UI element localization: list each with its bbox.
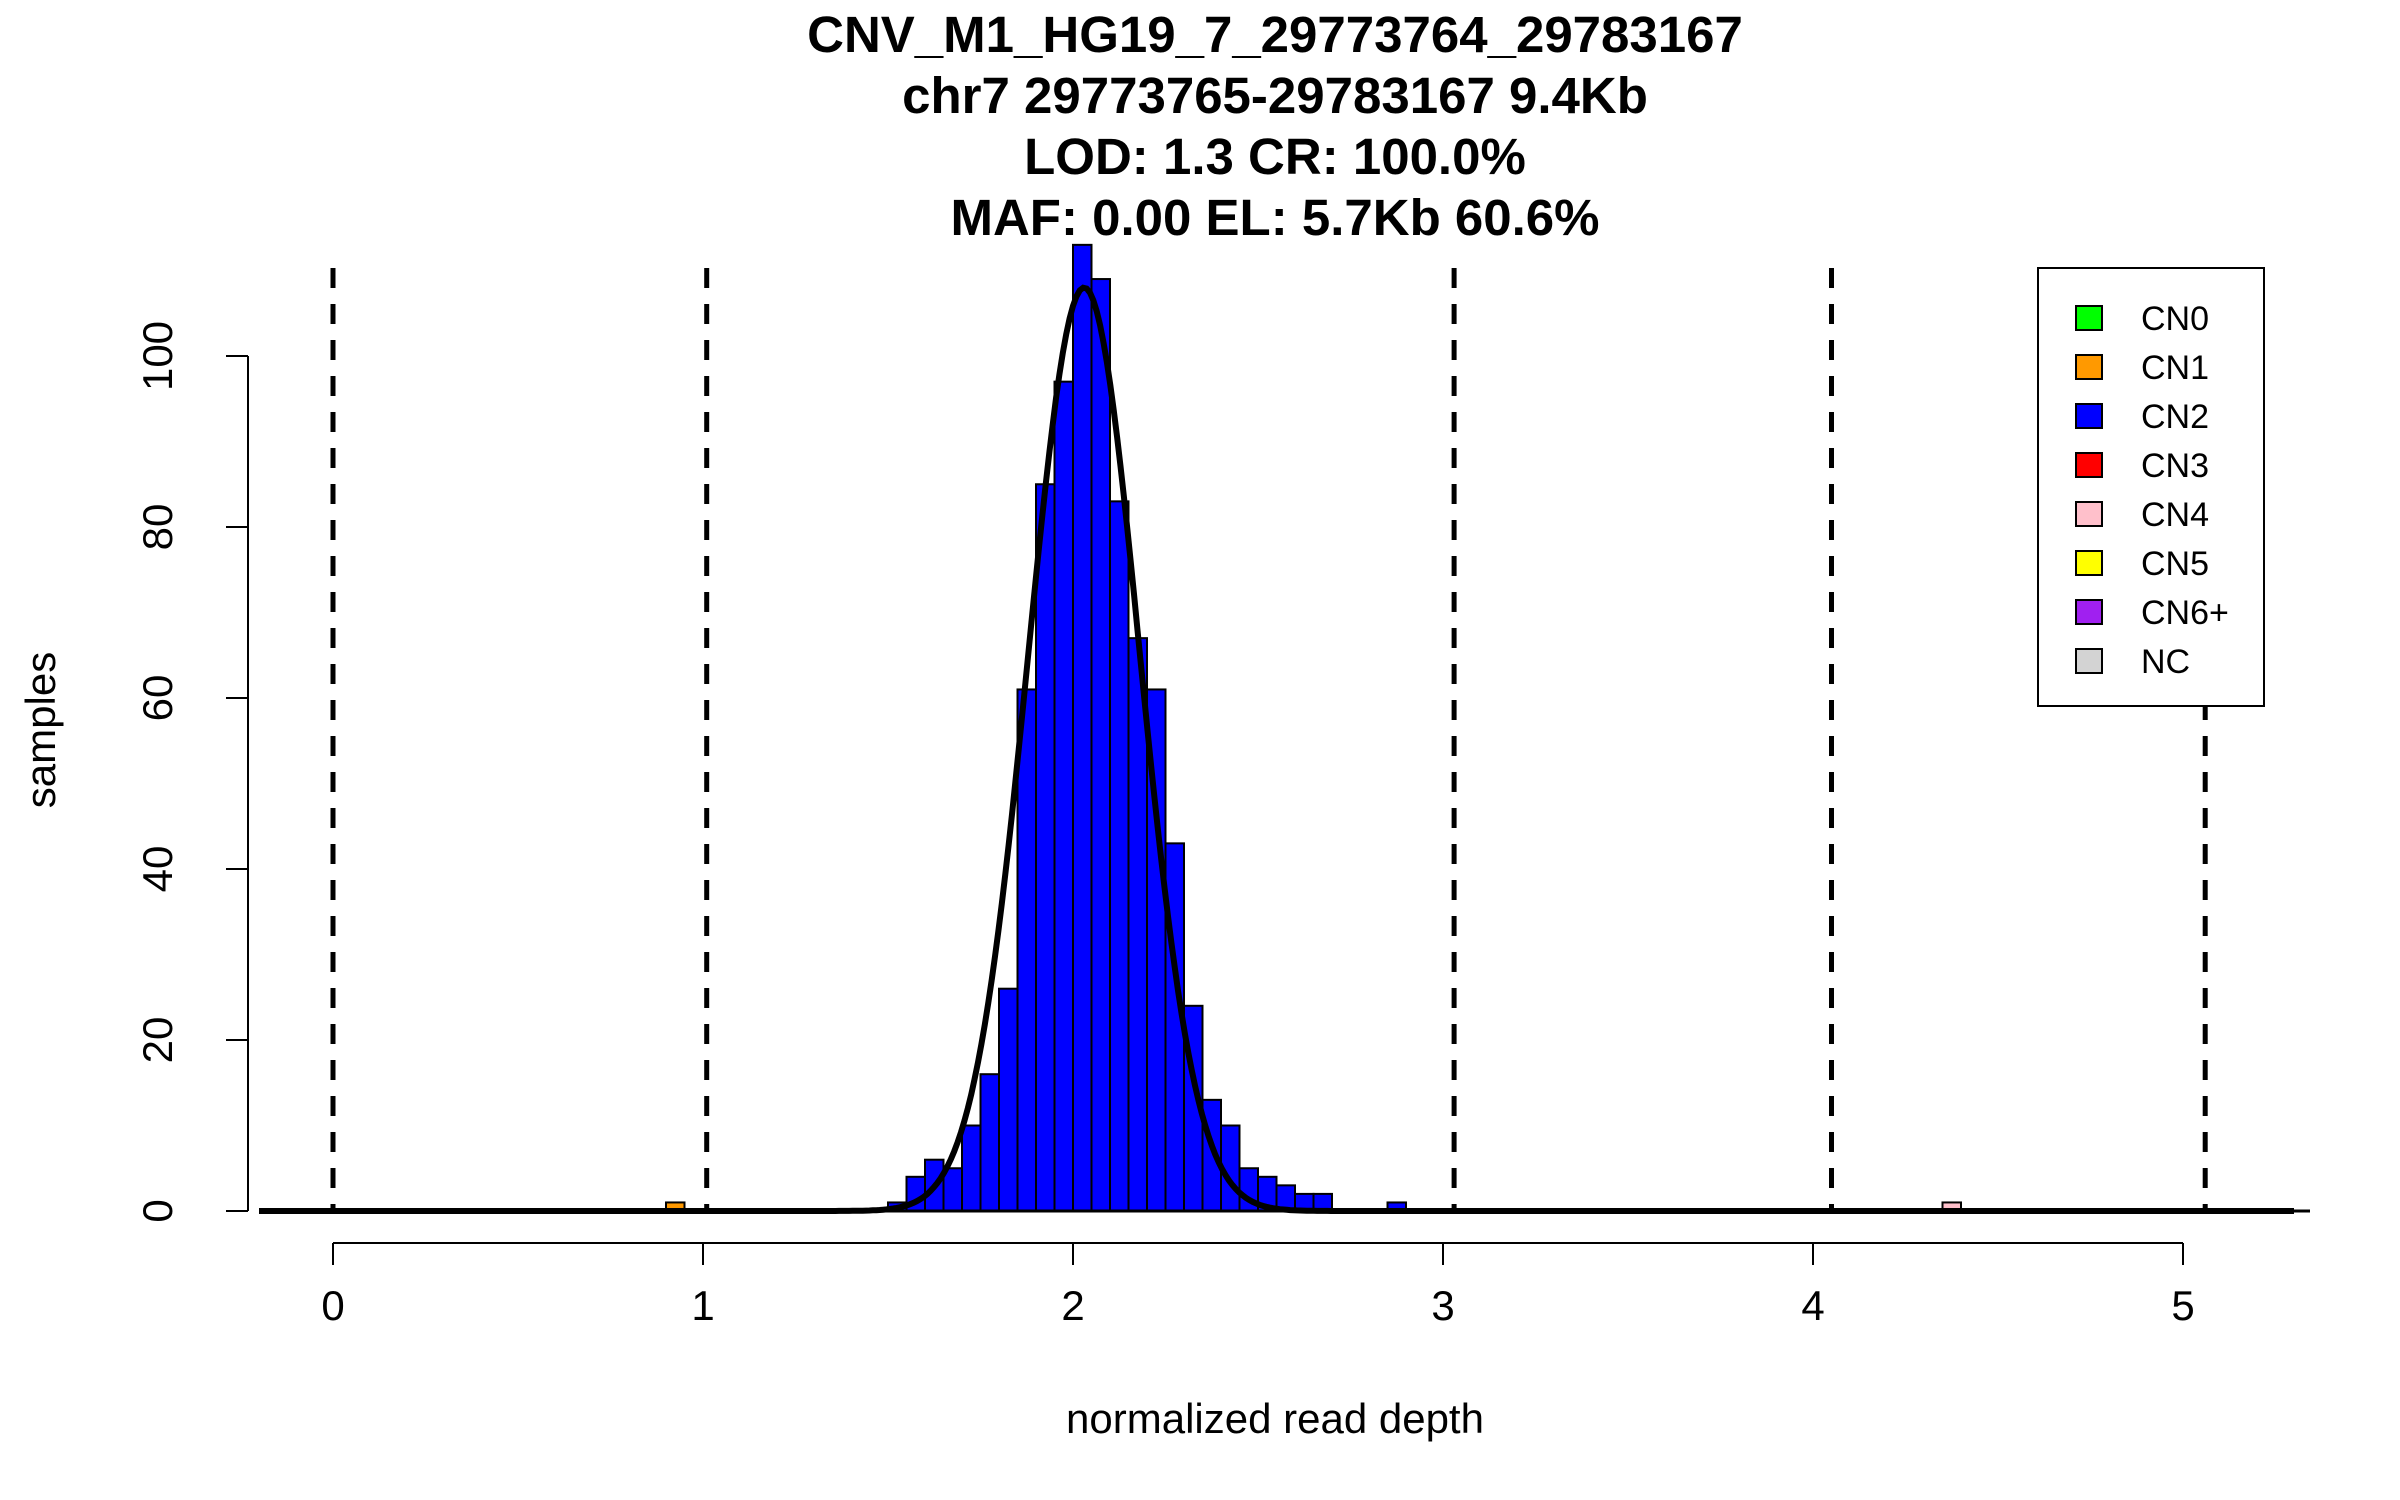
- chart-title: CNV_M1_HG19_7_29773764_29783167 chr7 297…: [807, 6, 1743, 246]
- legend-box: [2037, 267, 2265, 707]
- legend-swatch: [2075, 403, 2103, 429]
- y-tick-label: 80: [134, 504, 181, 551]
- histogram-bar: [1035, 483, 1056, 1212]
- title-line-4: MAF: 0.00 EL: 5.7Kb 60.6%: [950, 189, 1599, 246]
- fit-curve: [259, 284, 2294, 1214]
- y-tick-label: 100: [134, 321, 181, 391]
- legend-swatch: [2075, 305, 2103, 331]
- legend-label: CN3: [2141, 447, 2209, 485]
- legend-swatch: [2075, 550, 2103, 576]
- legend-label: CN4: [2141, 496, 2209, 534]
- legend-label: NC: [2141, 643, 2190, 681]
- legend-label: CN5: [2141, 545, 2209, 583]
- y-tick-label: 20: [134, 1017, 181, 1064]
- x-axis-label: normalized read depth: [1066, 1395, 1484, 1442]
- legend-label: CN1: [2141, 349, 2209, 387]
- legend: CN0 CN1 CN2 CN3 CN4 CN5 CN6+ NC: [2037, 267, 2265, 707]
- histogram-bar: [1016, 688, 1037, 1212]
- histogram-bar: [961, 1124, 982, 1212]
- title-line-2: chr7 29773765-29783167 9.4Kb: [902, 67, 1648, 124]
- histogram-bar: [1109, 500, 1130, 1213]
- histogram-bar: [1053, 380, 1074, 1212]
- title-line-3: LOD: 1.3 CR: 100.0%: [1024, 128, 1526, 185]
- x-tick-label: 0: [321, 1282, 344, 1329]
- title-line-1: CNV_M1_HG19_7_29773764_29783167: [807, 6, 1743, 63]
- y-tick-label: 60: [134, 675, 181, 722]
- y-axis-label: samples: [17, 652, 64, 808]
- x-tick-label: 5: [2171, 1282, 2194, 1329]
- y-tick-label: 0: [134, 1199, 181, 1222]
- histogram-bar: [1090, 278, 1111, 1212]
- x-tick-label: 2: [1061, 1282, 1084, 1329]
- y-tick-label: 40: [134, 846, 181, 893]
- legend-label: CN2: [2141, 398, 2209, 436]
- x-tick-label: 3: [1431, 1282, 1454, 1329]
- histogram-bar: [1072, 243, 1093, 1213]
- legend-label: CN0: [2141, 300, 2209, 338]
- x-tick-label: 4: [1801, 1282, 1824, 1329]
- legend-swatch: [2075, 452, 2103, 478]
- histogram-bars: [665, 243, 1962, 1213]
- x-axis: 0 1 2 3 4 5: [321, 1242, 2195, 1329]
- histogram-bar: [998, 987, 1019, 1213]
- legend-swatch: [2075, 648, 2103, 674]
- legend-swatch: [2075, 501, 2103, 527]
- legend-swatch: [2075, 599, 2103, 625]
- legend-label: CN6+: [2141, 594, 2229, 632]
- histogram-bar: [979, 1073, 1000, 1212]
- cn-boundary-lines: [330, 268, 2208, 1211]
- x-tick-label: 1: [691, 1282, 714, 1329]
- legend-swatch: [2075, 354, 2103, 380]
- y-axis: 0 20 40 60 80 100: [134, 321, 249, 1223]
